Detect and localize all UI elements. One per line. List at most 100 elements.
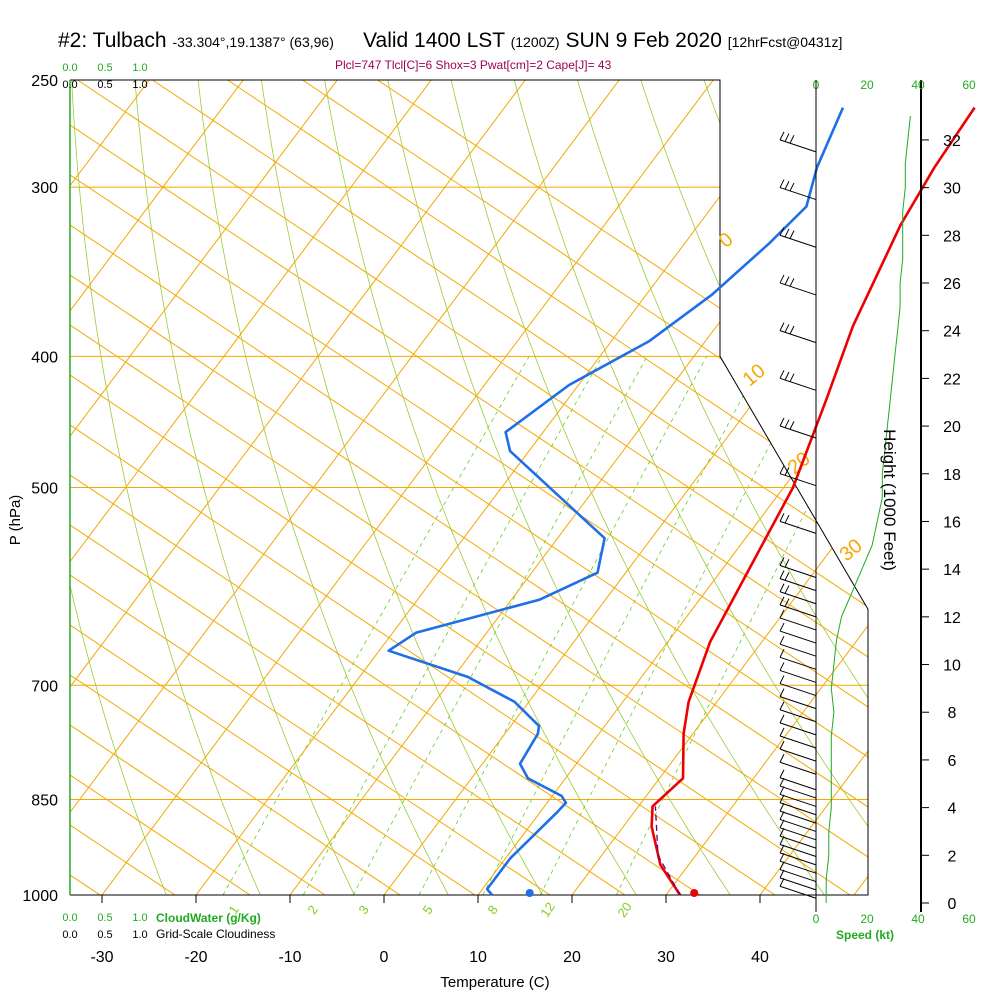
dry-adiabat [957, 80, 1000, 895]
wind-barb [779, 827, 817, 849]
valid-date: SUN 9 Feb 2020 [565, 29, 722, 52]
isotherm-line [853, 80, 868, 895]
height-tick-label: 16 [943, 514, 961, 531]
cloudwater-tick-label: 0.5 [97, 912, 112, 924]
speed-tick-label: 20 [860, 912, 874, 926]
mixing-ratio-line [418, 356, 708, 895]
height-tick-label: 14 [943, 562, 961, 579]
height-tick-label: 10 [943, 658, 961, 675]
isotherm-line [571, 80, 868, 895]
wind-barb [779, 609, 817, 631]
cloudwater-tick-label: 1.0 [132, 912, 147, 924]
mixing-ratio-label: 5 [419, 902, 435, 917]
isotherm-line [759, 80, 868, 895]
wind-barb [779, 844, 817, 866]
pressure-tick-label: 850 [31, 792, 58, 809]
wind-barb [779, 179, 817, 201]
pressure-tick-label: 300 [31, 180, 58, 197]
cloudiness-tick-label: 0.0 [62, 79, 77, 91]
wind-barb [779, 836, 817, 857]
diagonal-grid-line [0, 80, 25, 895]
cloudiness-tick-label: 0.0 [62, 929, 77, 941]
isotherm-line [383, 80, 868, 895]
temperature-tick-label: -30 [90, 949, 113, 966]
mixing-ratio-label: 2 [304, 902, 320, 917]
dry-adiabat [70, 80, 167, 895]
wind-barb [779, 861, 817, 883]
cloudiness-tick-label: 1.0 [132, 79, 147, 91]
temperature-tick-label: -10 [278, 949, 301, 966]
mixing-ratio-line [352, 356, 648, 895]
dry-adiabat [577, 80, 868, 895]
station-coords: -33.304°,19.1387° (63,96) [172, 34, 334, 50]
speed-tick-label: 20 [860, 78, 874, 92]
speed-tick-label: 0 [813, 912, 820, 926]
dry-adiabat [387, 80, 731, 895]
x-axis-label: Temperature (C) [440, 974, 549, 991]
chart-series [387, 106, 976, 897]
cloudwater-tick-label: 1.0 [132, 62, 147, 74]
pressure-tick-label: 250 [31, 73, 58, 90]
wind-barb [779, 322, 817, 344]
dry-adiabat [894, 80, 1000, 895]
wind-barb [779, 662, 817, 683]
isotherm-line [70, 80, 531, 895]
wind-barb [779, 786, 817, 807]
pressure-tick-label: 700 [31, 678, 58, 695]
wind-barb [779, 701, 817, 723]
height-tick-label: 22 [943, 371, 961, 388]
cloudiness-tick-label: 1.0 [132, 929, 147, 941]
temperature-tick-label: 20 [563, 949, 581, 966]
right-panels: 0246810121416182022242628303200202040406… [779, 78, 976, 926]
temperature-tick-label: 30 [657, 949, 675, 966]
wind-barb [779, 596, 817, 618]
wind-barb [779, 869, 817, 891]
height-axis-label: Height (1000 Feet) [880, 429, 899, 571]
dry-adiabat [197, 80, 449, 895]
cloudwater-tick-label: 0.0 [62, 912, 77, 924]
diagonal-grid-line [377, 80, 868, 895]
temperature-tick-label: -20 [184, 949, 207, 966]
height-tick-label: 12 [943, 610, 961, 627]
height-tick-label: 28 [943, 228, 961, 245]
height-tick-label: 24 [943, 324, 961, 341]
wind-barb [779, 819, 817, 841]
isotherm-line [70, 80, 155, 895]
diagonal-grid-line [70, 80, 626, 895]
pressure-tick-label: 500 [31, 481, 58, 498]
surface-dewpoint-marker [525, 889, 534, 897]
wind-barb [779, 635, 817, 657]
mixing-ratio-label: 12 [537, 899, 558, 919]
series-temperature-line [650, 106, 976, 896]
isotherm-line [289, 80, 868, 895]
series-dewpoint-line [387, 107, 845, 896]
wind-barb [779, 769, 817, 791]
wind-barb [779, 274, 817, 296]
wind-barb [779, 777, 817, 799]
wind-barb [779, 513, 817, 534]
wind-barb [779, 852, 817, 874]
cloudiness-legend: Grid-Scale Cloudiness [156, 927, 275, 941]
wind-barb [779, 754, 817, 775]
height-tick-label: 6 [948, 753, 957, 770]
isotherm-line [70, 80, 343, 895]
wind-barb [779, 131, 817, 153]
speed-tick-label: 60 [962, 912, 976, 926]
temperature-tick-label: 10 [469, 949, 487, 966]
isotherm-label-right: 0 [715, 228, 738, 252]
valid-time: Valid 1400 LST [363, 29, 505, 52]
speed-legend: Speed (kt) [836, 928, 894, 942]
speed-tick-label: 40 [911, 912, 925, 926]
pressure-tick-label: 400 [31, 349, 58, 366]
wind-barb [779, 227, 817, 248]
mixing-ratio-line [482, 356, 765, 895]
chart-title: #2: Tulbach -33.304°,19.1387° (63,96) Va… [58, 29, 842, 53]
wind-barb [779, 878, 817, 899]
pressure-tick-label: 1000 [22, 888, 58, 905]
temperature-tick-label: 40 [751, 949, 769, 966]
height-tick-label: 2 [948, 848, 957, 865]
dry-adiabat [134, 80, 355, 895]
mixing-ratio-line [302, 356, 603, 895]
surface-temperature-marker [690, 889, 699, 897]
isotherm-line [70, 80, 249, 895]
